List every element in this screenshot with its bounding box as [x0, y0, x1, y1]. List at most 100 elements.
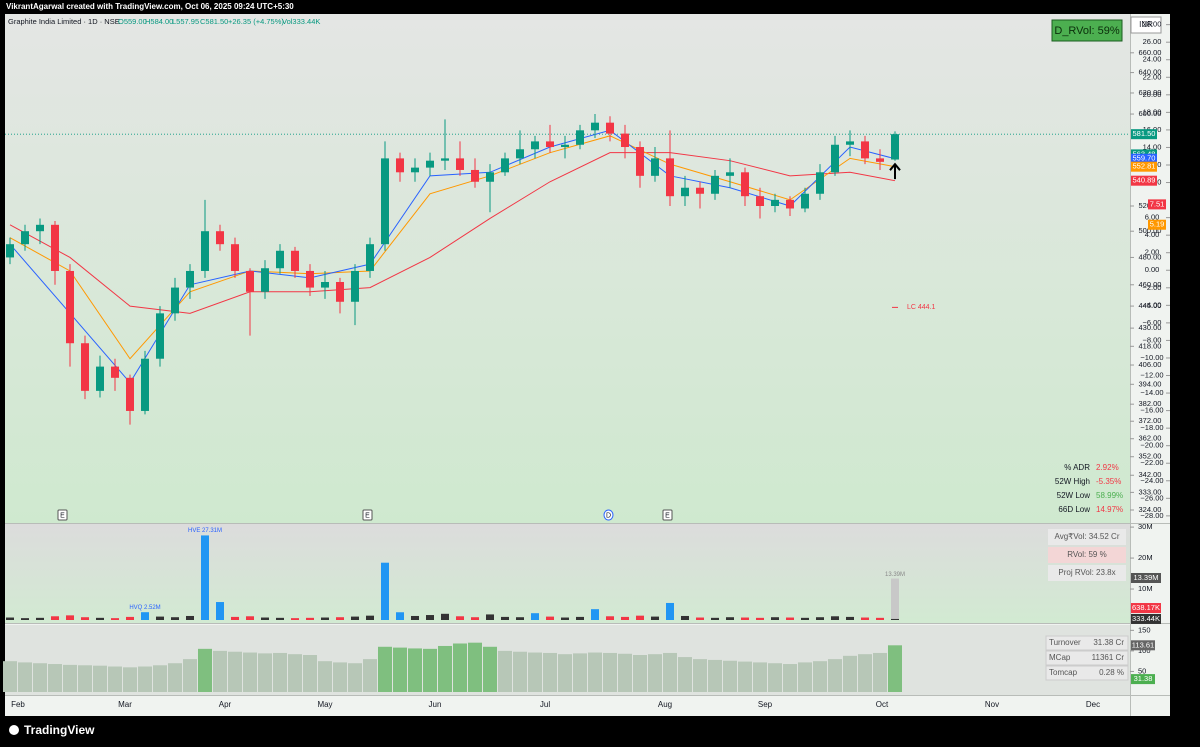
- candle-body: [666, 158, 674, 197]
- volume-bar: [696, 617, 704, 620]
- logo: [9, 725, 19, 735]
- volume-bar: [291, 618, 299, 620]
- y2-tick-label: 4.00: [1145, 230, 1160, 239]
- turnover-label-box: [1131, 674, 1155, 685]
- candle-body: [636, 147, 644, 176]
- candle-body: [741, 172, 749, 197]
- candle-body: [681, 187, 689, 197]
- lc-label: LC 444.1: [907, 304, 936, 311]
- stat-value: 58.99%: [1096, 491, 1123, 500]
- candle-body: [411, 167, 419, 173]
- candle-body: [501, 158, 509, 173]
- candle-body: [306, 270, 314, 288]
- turnover-cell: [1045, 650, 1129, 666]
- turnover-bar: [708, 659, 722, 692]
- currency-text[interactable]: INR: [1139, 20, 1153, 29]
- vol-tick-label: 30M: [1138, 522, 1153, 531]
- turnover-bar: [573, 653, 587, 692]
- price-label-box: [1131, 175, 1157, 186]
- turnover-tick-label: 50: [1138, 666, 1146, 675]
- turnover-cell: [1045, 635, 1129, 651]
- turnover-value: 11361 Cr: [1092, 653, 1125, 662]
- candle-body: [546, 141, 554, 148]
- ohlc-volume: Vol333.44K: [282, 17, 320, 26]
- candle-body: [756, 196, 764, 207]
- y2-tick-label: 14.00: [1143, 142, 1162, 151]
- turnover-bar: [858, 654, 872, 692]
- volume-bar: [186, 615, 194, 620]
- candle-body: [831, 144, 839, 173]
- turnover-tick-label: 100: [1138, 646, 1151, 655]
- volume-bar: [771, 617, 779, 620]
- ohlc-open: O559.00: [118, 17, 147, 26]
- turnover-bar: [468, 642, 482, 692]
- stat-name: % ADR: [1064, 463, 1090, 472]
- turnover-label-box: [1131, 640, 1155, 651]
- turnover-bar: [648, 654, 662, 692]
- volume-bar: [846, 616, 854, 620]
- candle-body: [231, 244, 239, 271]
- turnover-value: 0.28 %: [1099, 668, 1124, 677]
- y-tick-label: 620.00: [1139, 88, 1162, 97]
- candle-body: [471, 169, 479, 182]
- volume-bar: [561, 617, 569, 620]
- volume-bar: [681, 615, 689, 620]
- x-tick-label: May: [317, 700, 332, 709]
- y-tick-label: 500.00: [1139, 226, 1162, 235]
- event-marker: [362, 509, 373, 521]
- y-tick-label: 430.00: [1139, 323, 1162, 332]
- y-tick-label: 460.00: [1139, 280, 1162, 289]
- turnover-bar: [813, 661, 827, 692]
- volume-bar: [126, 616, 134, 620]
- turnover-bar: [363, 659, 377, 692]
- volume-bar: [261, 617, 269, 620]
- y2-tick-label: 20.00: [1143, 90, 1162, 99]
- turnover-bar: [873, 652, 887, 692]
- candle-body: [711, 175, 719, 194]
- x-tick-label: Oct: [876, 700, 889, 709]
- y2-tick-label: 6.00: [1145, 213, 1160, 222]
- turnover-bar: [633, 655, 647, 692]
- y-tick-label: 324.00: [1139, 505, 1162, 514]
- vol-label-box: [1131, 603, 1161, 614]
- y-tick-label: 372.00: [1139, 416, 1162, 425]
- y2-tick-label: −8.00: [1143, 335, 1162, 344]
- stat-value: -5.35%: [1096, 477, 1121, 486]
- y-tick-label: 394.00: [1139, 379, 1162, 388]
- candle-body: [261, 268, 269, 292]
- turnover-bar: [123, 667, 137, 692]
- x-tick-label: Dec: [1086, 700, 1100, 709]
- brand: TradingView: [24, 723, 95, 737]
- candle-body: [531, 141, 539, 150]
- candle-body: [216, 231, 224, 245]
- turnover-bar: [483, 646, 497, 692]
- turnover-bar: [543, 652, 557, 692]
- price-label-box: [1131, 153, 1157, 164]
- candle-body: [876, 158, 884, 162]
- turnover-bar: [258, 653, 272, 692]
- credit: VikrantAgarwal created with TradingView.…: [6, 2, 294, 11]
- price-label-box: [1131, 161, 1157, 172]
- candle-body: [816, 172, 824, 194]
- pct-label: 5.19: [1150, 220, 1165, 229]
- volume-bar: [756, 617, 764, 620]
- volume-bar: [36, 617, 44, 620]
- vol-label-box: [1131, 573, 1161, 583]
- ohlc-high: H584.00: [145, 17, 173, 26]
- turnover-bar: [78, 665, 92, 692]
- y2-tick-label: −24.00: [1140, 476, 1163, 485]
- candle-body: [21, 231, 29, 245]
- volume-bar: [741, 617, 749, 620]
- candle-body: [81, 343, 89, 391]
- turnover-bar: [138, 666, 152, 692]
- currency-badge[interactable]: [1130, 16, 1162, 34]
- turnover-bar: [528, 652, 542, 692]
- rvol-badge-text: D_RVol: 59%: [1054, 25, 1119, 37]
- vol-label: 13.39M: [1133, 573, 1158, 582]
- y-tick-label: 640.00: [1139, 68, 1162, 77]
- candle-body: [726, 172, 734, 176]
- projected-volume: [891, 578, 899, 620]
- candle-body: [561, 144, 569, 148]
